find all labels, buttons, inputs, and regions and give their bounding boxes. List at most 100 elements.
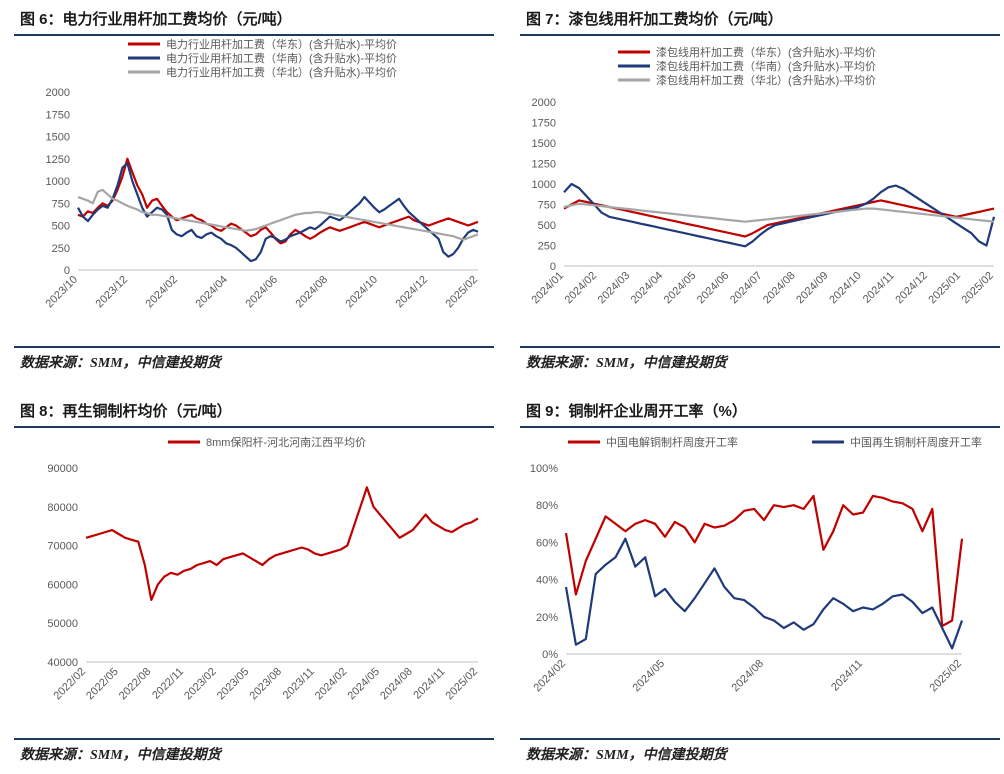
y-tick-label: 750 <box>538 200 556 212</box>
y-tick-label: 1750 <box>532 118 556 130</box>
series-line <box>563 199 995 238</box>
source-note: 数据来源：SMM，中信建投期货 <box>526 748 727 763</box>
x-tick-label: 2024/02 <box>144 274 181 311</box>
x-tick-label: 2023/12 <box>94 274 131 311</box>
legend-label: 电力行业用杆加工费（华北）(含升贴水)-平均价 <box>166 65 397 79</box>
x-tick-label: 2024/08 <box>378 666 415 703</box>
series-line <box>563 182 996 248</box>
legend-label: 漆包线用杆加工费（华北）(含升贴水)-平均价 <box>656 73 876 87</box>
x-tick-label: 2024/01 <box>530 270 567 307</box>
x-tick-label: 2024/05 <box>631 658 668 695</box>
x-tick-label: 2024/02 <box>313 666 350 703</box>
y-tick-label: 1750 <box>46 109 70 121</box>
y-tick-label: 100% <box>530 463 558 475</box>
chart-title: 图 8：再生铜制杆均价（元/吨） <box>20 403 232 420</box>
x-tick-label: 2024/04 <box>629 270 666 307</box>
y-tick-label: 80000 <box>47 502 78 514</box>
source-rule <box>520 738 1000 740</box>
x-tick-label: 2024/10 <box>827 270 864 307</box>
y-tick-label: 250 <box>52 243 70 255</box>
x-tick-label: 2024/06 <box>695 270 732 307</box>
legend-label: 中国再生铜制杆周度开工率 <box>850 435 982 449</box>
series-line <box>564 494 964 628</box>
x-tick-label: 2024/08 <box>761 270 798 307</box>
series-line <box>85 486 479 601</box>
x-tick-label: 2023/10 <box>44 274 81 311</box>
y-tick-label: 1250 <box>532 159 556 171</box>
x-tick-label: 2023/11 <box>281 666 317 702</box>
source-note: 数据来源：SMM，中信建投期货 <box>20 356 221 371</box>
legend-label: 漆包线用杆加工费（华东）(含升贴水)-平均价 <box>656 45 876 59</box>
y-tick-label: 0 <box>64 265 70 277</box>
y-tick-label: 500 <box>52 221 70 233</box>
series-line <box>563 202 995 223</box>
x-tick-label: 2024/02 <box>563 270 600 307</box>
y-tick-label: 1000 <box>46 176 70 188</box>
x-tick-label: 2024/06 <box>244 274 281 311</box>
y-tick-label: 750 <box>52 198 70 210</box>
x-tick-label: 2024/11 <box>861 270 897 306</box>
x-tick-label: 2024/11 <box>411 666 447 702</box>
x-tick-label: 2022/11 <box>150 666 186 702</box>
y-tick-label: 90000 <box>47 463 78 475</box>
y-tick-label: 500 <box>538 220 556 232</box>
title-rule <box>520 34 1000 36</box>
y-tick-label: 50000 <box>47 618 78 630</box>
x-tick-label: 2022/08 <box>117 666 154 703</box>
source-rule <box>14 738 494 740</box>
x-tick-label: 2022/05 <box>84 666 121 703</box>
x-tick-label: 2024/07 <box>728 270 765 307</box>
series-line <box>77 188 479 241</box>
source-rule <box>14 346 494 348</box>
y-tick-label: 60000 <box>47 579 78 591</box>
x-tick-label: 2024/12 <box>893 270 930 307</box>
chart-title: 图 9：铜制杆企业周开工率（%） <box>526 403 747 420</box>
chart-panel-fig7: 图 7：漆包线用杆加工费均价（元/吨） 0 250 500 750 1000 1250 15… <box>506 0 1004 380</box>
y-tick-label: 1000 <box>532 179 556 191</box>
x-tick-label: 2023/08 <box>248 666 285 703</box>
y-tick-label: 1500 <box>46 132 70 144</box>
x-tick-label: 2023/05 <box>215 666 252 703</box>
x-tick-label: 2025/01 <box>926 270 963 307</box>
x-tick-label: 2024/03 <box>596 270 633 307</box>
chart-title: 图 6：电力行业用杆加工费均价（元/吨） <box>20 11 292 28</box>
title-rule <box>14 426 494 428</box>
x-tick-label: 2024/09 <box>794 270 831 307</box>
x-tick-label: 2024/08 <box>730 658 767 695</box>
series-line <box>77 162 479 263</box>
legend-label: 中国电解铜制杆周度开工率 <box>606 435 738 449</box>
chart-title: 图 7：漆包线用杆加工费均价（元/吨） <box>526 11 783 28</box>
y-tick-label: 20% <box>536 612 558 624</box>
chart-panel-fig9: 图 9：铜制杆企业周开工率（%） 0% 20% 40% 60% 80% 100% 2024/… <box>506 392 1004 772</box>
x-tick-label: 2025/02 <box>444 666 481 703</box>
legend-label: 漆包线用杆加工费（华南）(含升贴水)-平均价 <box>656 59 876 73</box>
chart-svg: 0 250 500 750 1000 1250 1500 1750 2000 2023/10 202… <box>44 38 481 311</box>
y-tick-label: 1500 <box>532 138 556 150</box>
x-tick-label: 2025/02 <box>444 274 481 311</box>
series-line <box>564 537 964 650</box>
chart-panel-fig8: 图 8：再生铜制杆均价（元/吨） 40000 50000 60000 70000 800… <box>0 392 498 772</box>
y-tick-label: 2000 <box>532 97 556 109</box>
chart-svg: 0% 20% 40% 60% 80% 100% 2024/02 2024/05 2024/08 2… <box>530 435 982 695</box>
y-tick-label: 70000 <box>47 541 78 553</box>
x-tick-label: 2024/05 <box>346 666 383 703</box>
y-tick-label: 1250 <box>46 154 70 166</box>
source-note: 数据来源：SMM，中信建投期货 <box>526 356 727 371</box>
title-rule <box>520 426 1000 428</box>
legend-label: 8mm保阳杆-河北河南江西平均价 <box>206 435 366 449</box>
y-tick-label: 250 <box>538 241 556 253</box>
x-tick-label: 2024/02 <box>532 658 569 695</box>
y-tick-label: 0 <box>550 261 556 273</box>
x-tick-label: 2024/08 <box>294 274 331 311</box>
y-tick-label: 40% <box>536 575 558 587</box>
legend-label: 电力行业用杆加工费（华南）(含升贴水)-平均价 <box>166 51 397 65</box>
x-tick-label: 2025/02 <box>928 658 965 695</box>
x-tick-label: 2024/12 <box>394 274 431 311</box>
x-tick-label: 2024/05 <box>662 270 699 307</box>
legend-label: 电力行业用杆加工费（华东）(含升贴水)-平均价 <box>166 38 397 51</box>
x-tick-label: 2024/10 <box>344 274 381 311</box>
source-note: 数据来源：SMM，中信建投期货 <box>20 748 221 763</box>
y-tick-label: 2000 <box>46 87 70 99</box>
x-tick-label: 2022/02 <box>52 666 89 703</box>
x-tick-label: 2024/11 <box>829 658 865 694</box>
